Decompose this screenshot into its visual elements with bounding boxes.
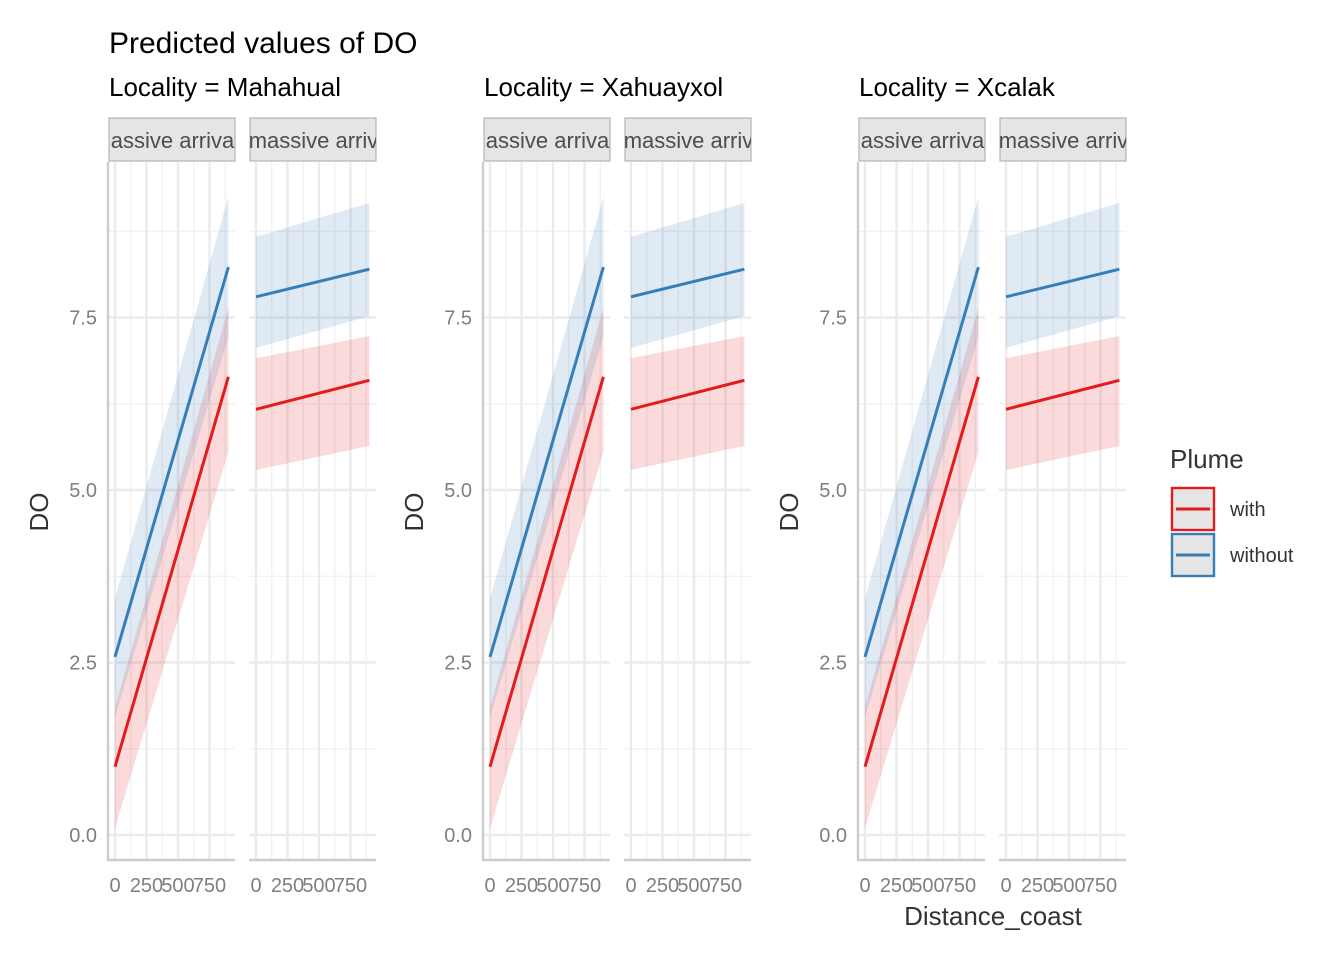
strip-label: massive arriv xyxy=(624,128,754,153)
strip-box xyxy=(483,117,611,162)
series-line-with xyxy=(630,378,745,411)
y-tick-label: 7.5 xyxy=(819,308,847,330)
series-line-with xyxy=(113,376,230,768)
ci-ribbon-with xyxy=(1006,336,1120,470)
series-line-without xyxy=(488,266,605,658)
legend-item-without: without xyxy=(1170,532,1294,578)
ci-ribbon-without xyxy=(256,202,370,348)
y-tick-label: 2.5 xyxy=(69,653,97,675)
locality-label: Locality = Mahahual xyxy=(109,72,341,102)
strip-label: assive arriva xyxy=(111,128,235,153)
series-line-without xyxy=(863,266,980,658)
x-tick-label: 500 xyxy=(161,875,194,897)
strip-box xyxy=(249,117,377,162)
y-tick-label: 0.0 xyxy=(819,825,847,847)
x-tick-label: 0 xyxy=(1000,875,1011,897)
series-line-without xyxy=(1005,267,1120,299)
legend: Plume with without xyxy=(1170,444,1294,578)
y-tick-label: 7.5 xyxy=(69,308,97,330)
x-tick-label: 250 xyxy=(646,875,679,897)
series-line-without xyxy=(255,267,370,299)
strip-box xyxy=(624,117,752,162)
strip-box xyxy=(858,117,986,162)
x-tick-label: 0 xyxy=(859,875,870,897)
x-tick-label: 250 xyxy=(880,875,913,897)
legend-label: without xyxy=(1229,545,1294,567)
y-tick-label: 2.5 xyxy=(444,653,472,675)
y-axis-title: DO xyxy=(399,493,429,532)
x-tick-label: 750 xyxy=(943,875,976,897)
x-tick-label: 0 xyxy=(250,875,261,897)
facet-1: Locality = Xahuayxol DO 0.0 2.5 5.0 7.5 assive… xyxy=(399,72,754,897)
ci-ribbon-with xyxy=(631,336,745,470)
legend-title: Plume xyxy=(1170,444,1244,474)
series-line-with xyxy=(863,376,980,768)
chart-title: Predicted values of DO xyxy=(109,27,417,60)
x-tick-label: 500 xyxy=(1052,875,1085,897)
y-tick-label: 0.0 xyxy=(69,825,97,847)
x-tick-label: 500 xyxy=(677,875,710,897)
x-tick-label: 750 xyxy=(334,875,367,897)
x-tick-label: 750 xyxy=(193,875,226,897)
strip-label: assive arriva xyxy=(486,128,610,153)
x-tick-label: 500 xyxy=(302,875,335,897)
x-tick-label: 750 xyxy=(709,875,742,897)
legend-label: with xyxy=(1229,499,1266,521)
x-tick-label: 750 xyxy=(568,875,601,897)
y-tick-label: 5.0 xyxy=(69,480,97,502)
x-tick-label: 0 xyxy=(625,875,636,897)
y-tick-label: 2.5 xyxy=(819,653,847,675)
ci-ribbon-with xyxy=(256,336,370,470)
facet-2: Locality = Xcalak DO 0.0 2.5 5.0 7.5 assive ar… xyxy=(774,72,1129,897)
x-axis-title: Distance_coast xyxy=(904,901,1083,931)
legend-item-with: with xyxy=(1170,486,1266,532)
series-line-without xyxy=(630,267,745,299)
x-tick-label: 250 xyxy=(271,875,304,897)
x-tick-label: 500 xyxy=(536,875,569,897)
y-tick-label: 5.0 xyxy=(819,480,847,502)
locality-label: Locality = Xcalak xyxy=(859,72,1056,102)
x-tick-label: 500 xyxy=(911,875,944,897)
y-axis-title: DO xyxy=(774,493,804,532)
x-tick-label: 0 xyxy=(484,875,495,897)
strip-label: assive arriva xyxy=(861,128,985,153)
strip-label: massive arriv xyxy=(249,128,379,153)
facets: Locality = Mahahual DO 0.0 2.5 5.0 7.5 assive … xyxy=(24,72,1129,897)
x-tick-label: 250 xyxy=(1021,875,1054,897)
series-line-without xyxy=(113,266,230,658)
x-tick-label: 250 xyxy=(130,875,163,897)
ci-ribbon-without xyxy=(1006,202,1120,348)
x-tick-label: 750 xyxy=(1084,875,1117,897)
ci-ribbon-without xyxy=(631,202,745,348)
series-line-with xyxy=(255,378,370,411)
locality-label: Locality = Xahuayxol xyxy=(484,72,723,102)
y-tick-label: 5.0 xyxy=(444,480,472,502)
y-tick-label: 7.5 xyxy=(444,308,472,330)
x-tick-label: 250 xyxy=(505,875,538,897)
series-line-with xyxy=(488,376,605,768)
y-axis-title: DO xyxy=(24,493,54,532)
strip-label: massive arriv xyxy=(999,128,1129,153)
strip-box xyxy=(108,117,236,162)
series-line-with xyxy=(1005,378,1120,411)
facet-0: Locality = Mahahual DO 0.0 2.5 5.0 7.5 assive … xyxy=(24,72,379,897)
x-tick-label: 0 xyxy=(109,875,120,897)
strip-box xyxy=(999,117,1127,162)
y-tick-label: 0.0 xyxy=(444,825,472,847)
